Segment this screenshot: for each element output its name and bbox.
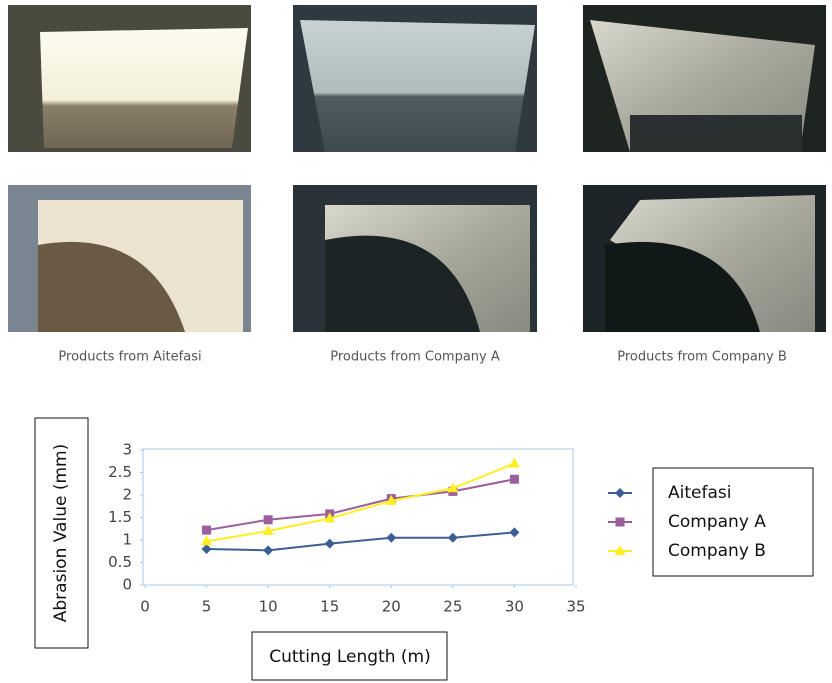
y-tick-label: 0 <box>122 576 132 594</box>
photo-part <box>325 235 480 332</box>
y-tick-label: 2.5 <box>108 463 132 481</box>
y-tick-label: 3 <box>122 441 132 459</box>
x-axis-title: Cutting Length (m) <box>269 647 431 667</box>
series-line <box>206 478 515 532</box>
series-line <box>206 531 515 552</box>
photo-part <box>300 20 535 152</box>
x-tick-label: 20 <box>382 598 401 616</box>
legend-marker <box>614 545 626 555</box>
marker <box>262 525 274 535</box>
photos <box>8 5 826 332</box>
series-line <box>206 462 515 543</box>
photo-part <box>38 241 185 332</box>
legend-marker <box>615 488 625 498</box>
marker <box>263 515 273 525</box>
chart-layer: 00.511.522.530 5 10 15 20 25 30 35AitefasiCompa… <box>108 441 766 616</box>
caption: Products from Aitefasi <box>58 350 201 365</box>
marker <box>386 532 397 543</box>
legend-marker <box>615 517 625 527</box>
y-title-box <box>34 417 89 649</box>
caption: Products from Company A <box>330 350 500 365</box>
legend-label: Company A <box>668 512 766 532</box>
y-tick-label: 1 <box>122 531 132 549</box>
caption: Products from Company B <box>617 350 787 365</box>
plot-area <box>142 448 574 586</box>
marker <box>263 545 274 556</box>
x-tick-label: 5 <box>202 598 212 616</box>
y-tick-label: 2 <box>122 486 132 504</box>
photo-part <box>630 115 802 152</box>
marker <box>447 482 459 493</box>
marker <box>509 527 520 538</box>
marker <box>324 512 336 523</box>
legend-box <box>652 467 814 577</box>
marker <box>202 525 212 535</box>
x-tick-label: 25 <box>443 598 462 616</box>
x-tick-label: 15 <box>320 598 339 616</box>
legend-label: Company B <box>668 541 766 561</box>
marker <box>385 494 397 505</box>
marker <box>201 544 212 554</box>
x-tick-label: 10 <box>259 598 278 616</box>
marker <box>447 532 458 543</box>
marker <box>201 535 213 546</box>
x-tick-label: 35 <box>566 598 585 616</box>
y-tick-label: 1.5 <box>108 508 132 526</box>
marker <box>324 538 335 549</box>
photo-part <box>40 28 248 148</box>
legend-label: Aitefasi <box>668 483 731 503</box>
y-axis-title: Abrasion Value (mm) <box>51 444 71 622</box>
x-tick-label: 30 <box>505 598 524 616</box>
y-tick-label: 0.5 <box>108 553 132 571</box>
photo-part <box>605 241 760 332</box>
x-title-box <box>251 631 448 681</box>
marker <box>509 474 519 484</box>
marker <box>508 457 520 468</box>
x-tick-label: 0 <box>140 598 150 616</box>
